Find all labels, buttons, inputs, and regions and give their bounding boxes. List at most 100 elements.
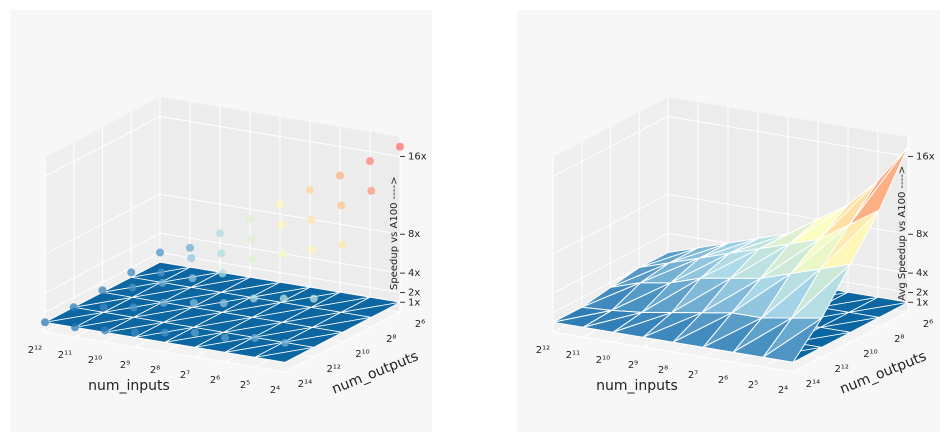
point bbox=[161, 328, 169, 337]
x-tick-label: 2¹⁰ bbox=[88, 355, 102, 366]
x-tick-label: 2¹⁰ bbox=[596, 355, 610, 366]
x-tick-label: 2¹² bbox=[28, 345, 42, 356]
point bbox=[281, 338, 289, 347]
point bbox=[71, 323, 79, 332]
base-plane bbox=[819, 291, 879, 308]
point bbox=[249, 294, 258, 303]
point bbox=[248, 254, 257, 263]
point bbox=[101, 326, 109, 335]
y-tick-label: 2¹⁰ bbox=[863, 349, 877, 360]
x-tick-label: 2¹¹ bbox=[566, 350, 580, 361]
point bbox=[128, 283, 137, 292]
point bbox=[367, 186, 376, 195]
surface-face bbox=[612, 312, 673, 338]
x-tick-label: 2⁶ bbox=[210, 375, 220, 386]
y-tick-label: 2¹² bbox=[835, 364, 849, 375]
x-tick-label: 2¹¹ bbox=[58, 350, 72, 361]
point bbox=[217, 249, 226, 258]
base-plane bbox=[311, 291, 371, 308]
point bbox=[187, 254, 196, 263]
point bbox=[41, 318, 49, 327]
surface-face bbox=[761, 317, 823, 363]
point bbox=[127, 268, 136, 277]
y-tick-label: 2¹⁴ bbox=[806, 379, 820, 390]
point bbox=[131, 328, 139, 337]
point bbox=[336, 171, 344, 180]
x-tick-label: 2⁵ bbox=[240, 380, 250, 391]
point bbox=[186, 243, 194, 252]
y-tick-label: 2⁶ bbox=[923, 319, 933, 330]
point bbox=[337, 201, 346, 210]
x-tick-label: 2⁹ bbox=[120, 360, 130, 371]
base-plane bbox=[191, 271, 251, 288]
x-tick-label: 2¹² bbox=[536, 345, 550, 356]
z-tick-label: 16x bbox=[408, 151, 427, 162]
point bbox=[218, 269, 227, 278]
point bbox=[189, 298, 198, 307]
point bbox=[338, 240, 347, 249]
base-plane bbox=[849, 296, 909, 313]
y-tick-label: 2¹⁰ bbox=[355, 349, 369, 360]
surface-face bbox=[582, 311, 643, 333]
point bbox=[306, 186, 314, 195]
x-tick-label: 2⁶ bbox=[718, 375, 728, 386]
z-tick-label: 8x bbox=[408, 229, 420, 240]
z-tick-label: 1x bbox=[916, 297, 928, 308]
point bbox=[158, 278, 167, 287]
grid-line bbox=[552, 115, 909, 177]
point bbox=[159, 298, 168, 307]
x-tick-label: 2⁵ bbox=[748, 380, 758, 391]
y-tick-label: 2⁸ bbox=[894, 334, 904, 345]
base-plane bbox=[251, 281, 311, 298]
point bbox=[129, 303, 138, 312]
point bbox=[191, 328, 199, 337]
point bbox=[277, 220, 286, 229]
point bbox=[98, 286, 107, 295]
y-tick-label: 2⁸ bbox=[386, 334, 396, 345]
x-tick-label: 2⁷ bbox=[180, 370, 190, 381]
point bbox=[308, 245, 317, 254]
x-tick-label: 2⁷ bbox=[688, 370, 698, 381]
point bbox=[307, 215, 316, 224]
base-plane bbox=[221, 276, 281, 293]
point bbox=[279, 294, 288, 303]
grid-line bbox=[44, 115, 401, 177]
surface-face bbox=[731, 317, 793, 358]
grid-line bbox=[552, 157, 794, 373]
point bbox=[247, 234, 256, 243]
grid-line bbox=[44, 157, 286, 373]
z-axis-title: Avg Speedup vs A100 ----> bbox=[897, 166, 908, 301]
x-tick-label: 2⁸ bbox=[150, 365, 160, 376]
x-axis-title: num_inputs bbox=[88, 378, 170, 394]
x-tick-label: 2⁸ bbox=[658, 365, 668, 376]
surface-face bbox=[641, 312, 703, 343]
point bbox=[278, 250, 287, 259]
point bbox=[251, 333, 259, 342]
x-axis-title: num_inputs bbox=[596, 378, 678, 394]
point bbox=[366, 157, 374, 166]
z-tick-label: 4x bbox=[916, 268, 928, 279]
z-axis-title: Speedup vs A100 ----> bbox=[389, 177, 400, 290]
z-tick-label: 2x bbox=[916, 288, 928, 299]
x-tick-label: 2⁴ bbox=[270, 385, 280, 396]
point bbox=[219, 299, 228, 308]
point bbox=[99, 303, 108, 312]
grid-line bbox=[44, 232, 401, 294]
grid-line bbox=[44, 193, 401, 255]
point bbox=[69, 303, 78, 312]
point bbox=[221, 333, 229, 342]
z-tick-label: 16x bbox=[916, 151, 935, 162]
point bbox=[216, 229, 224, 238]
surface-face bbox=[671, 312, 733, 348]
point bbox=[276, 200, 284, 209]
point bbox=[188, 274, 197, 283]
y-tick-label: 2¹⁴ bbox=[298, 379, 312, 390]
z-tick-label: 4x bbox=[408, 268, 420, 279]
point bbox=[246, 214, 254, 223]
surface-face bbox=[701, 317, 763, 353]
point bbox=[396, 142, 404, 151]
z-tick-label: 1x bbox=[408, 297, 420, 308]
z-tick-label: 2x bbox=[408, 288, 420, 299]
x-tick-label: 2⁹ bbox=[628, 360, 638, 371]
